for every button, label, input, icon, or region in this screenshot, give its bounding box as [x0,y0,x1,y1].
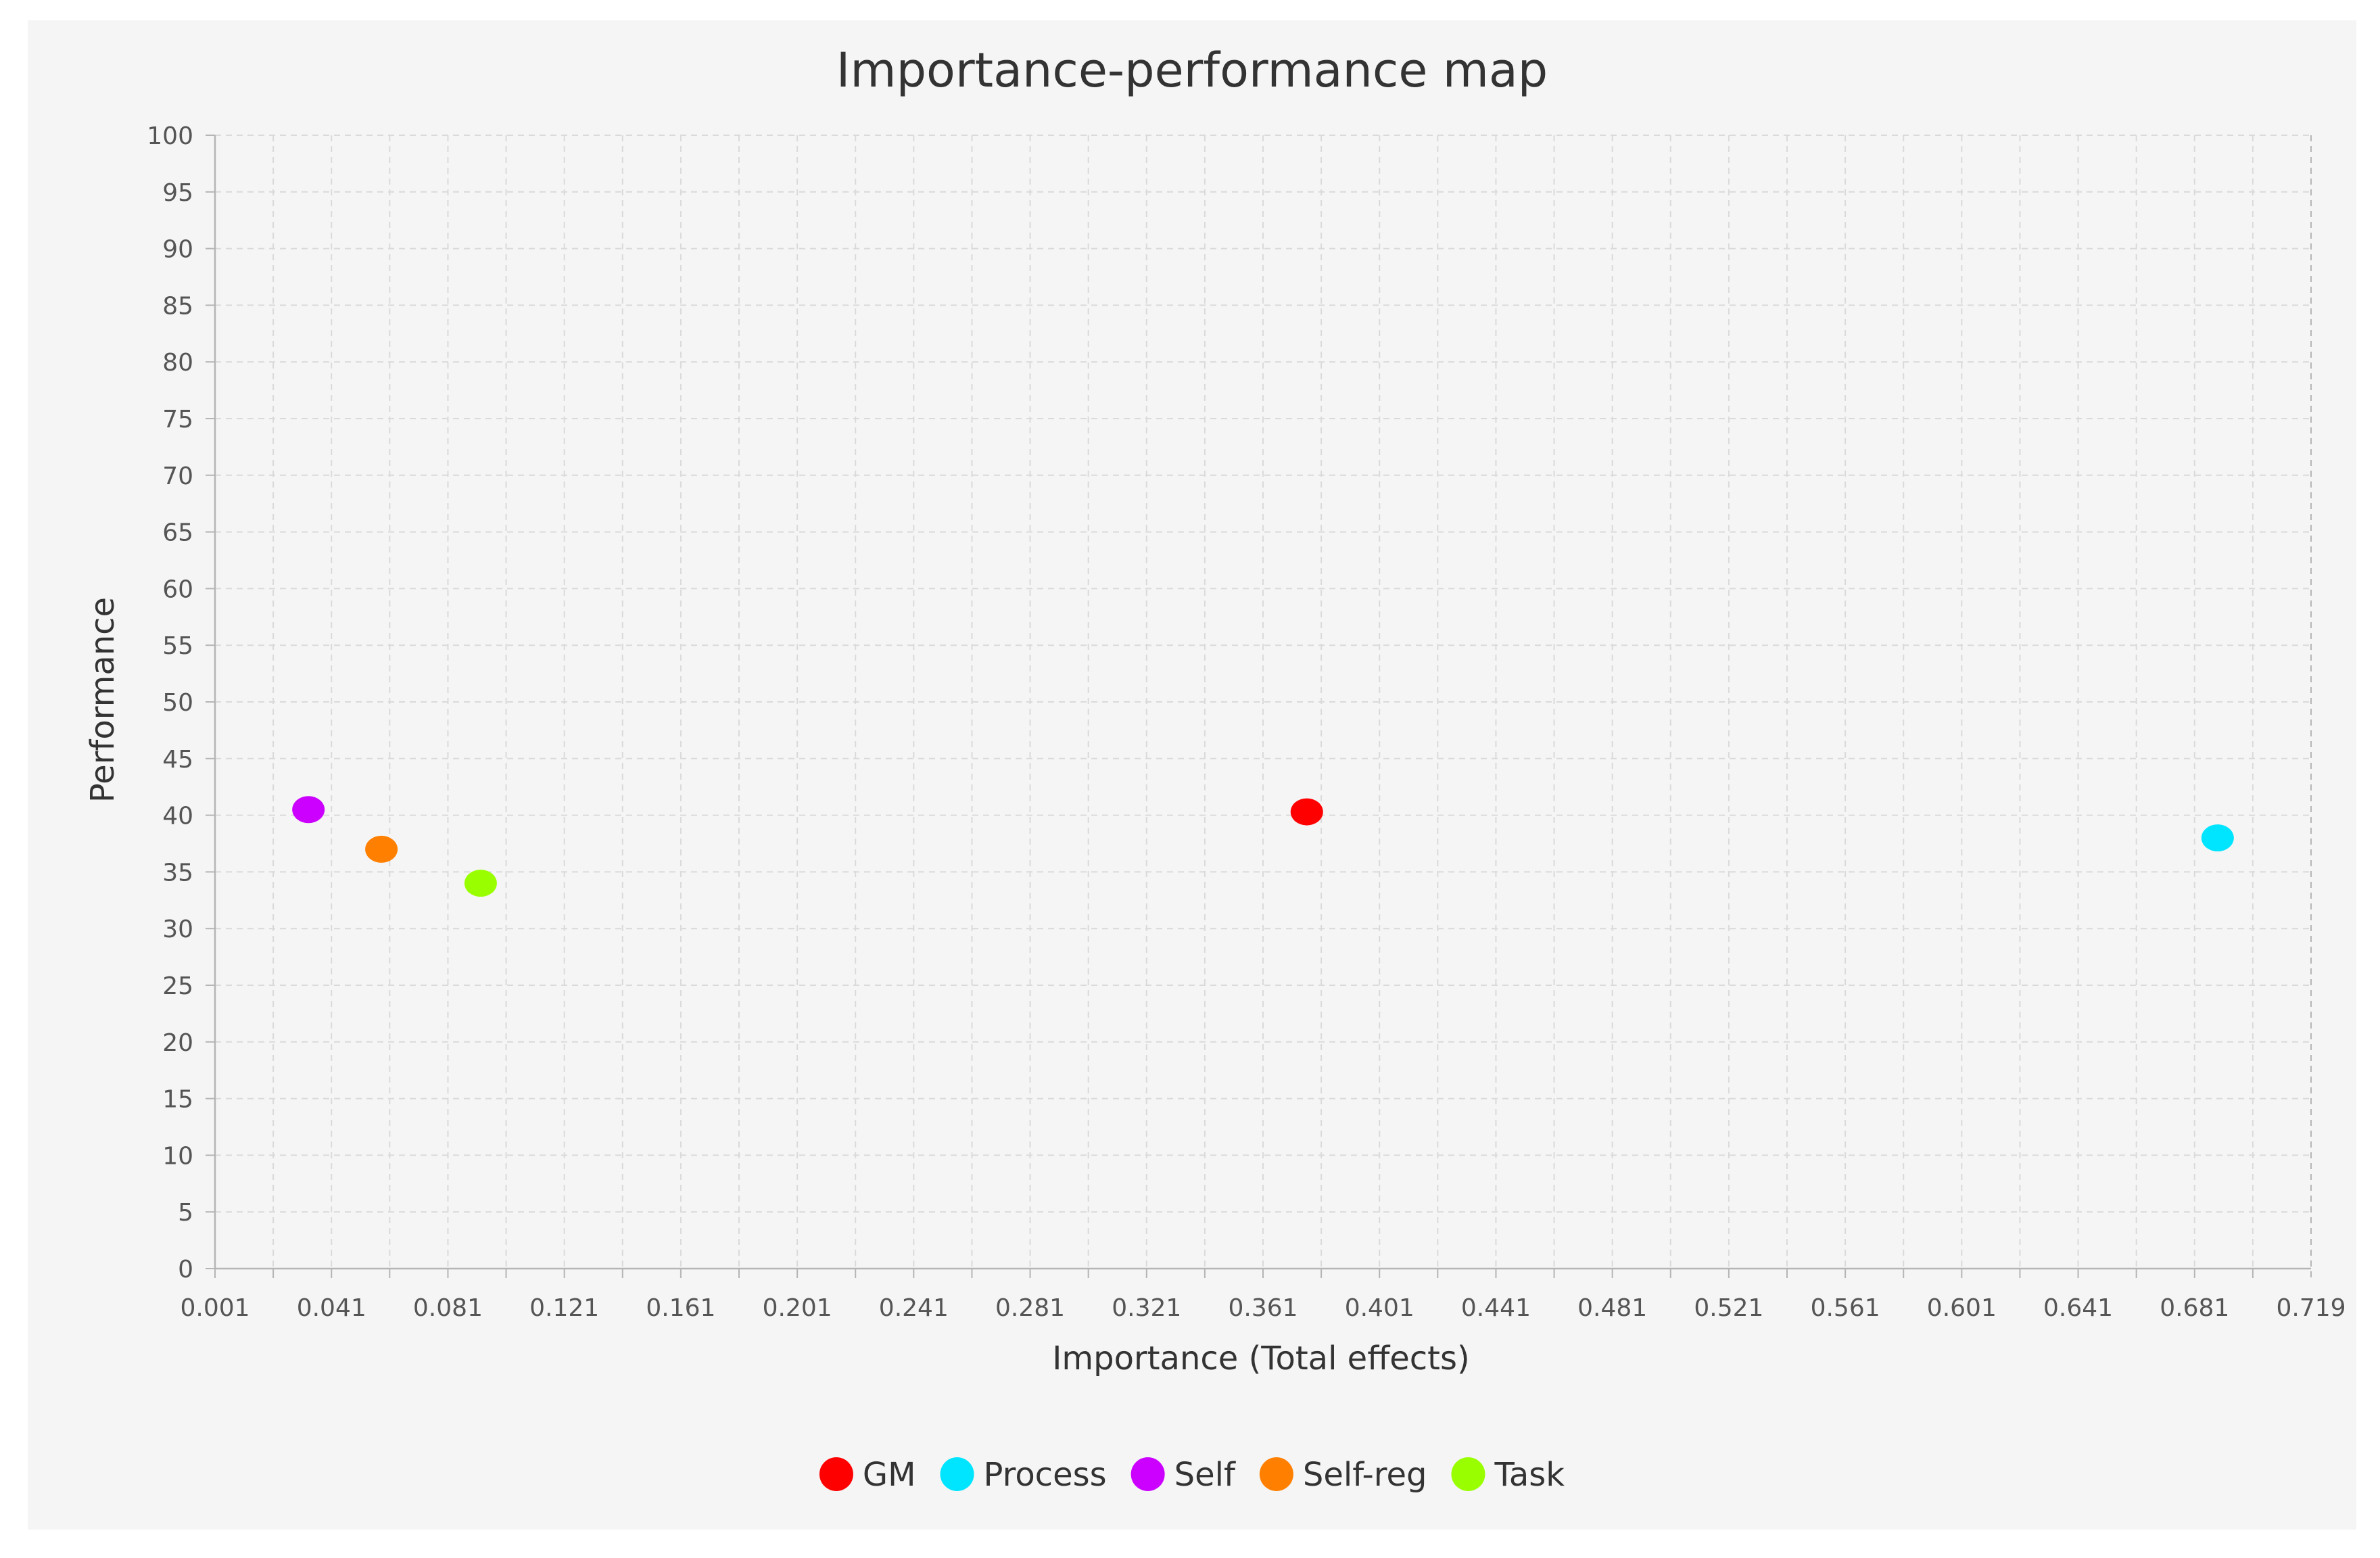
legend-marker-self-reg [1259,1457,1293,1491]
legend-item-task: Task [1451,1456,1565,1494]
x-tick-label: 0.001 [180,1294,249,1322]
y-tick-label: 95 [162,179,193,207]
y-tick-label: 85 [162,292,193,320]
legend-item-self-reg: Self-reg [1259,1456,1427,1494]
x-tick-label: 0.521 [1694,1294,1763,1322]
legend-marker-process [940,1457,974,1491]
x-tick-label: 0.601 [1927,1294,1997,1322]
y-tick-label: 70 [162,463,193,490]
x-tick-label: 0.481 [1577,1294,1647,1322]
y-axis-ticks: 0 5 10 15 20 25 30 35 40 45 50 55 60 65 70 75 80 85 90 95 10… [147,122,215,1283]
y-tick-label: 10 [162,1142,193,1170]
chart-title: Importance-performance map [836,43,1548,98]
chart-background [28,20,2356,1530]
y-tick-label: 0 [178,1256,193,1283]
legend-marker-self [1130,1457,1165,1491]
x-tick-label: 0.201 [763,1294,832,1322]
x-tick-label: 0.081 [413,1294,483,1322]
y-tick-label: 25 [162,972,193,1000]
y-tick-label: 5 [178,1199,193,1227]
x-tick-label: 0.441 [1461,1294,1531,1322]
grid-lines [214,135,2312,1278]
x-tick-label: 0.719 [2276,1294,2346,1322]
legend-label-process: Process [984,1456,1107,1494]
x-axis-label: Importance (Total effects) [1052,1340,1469,1377]
x-tick-label: 0.321 [1112,1294,1181,1322]
y-tick-label: 75 [162,406,193,433]
legend-label-gm: GM [863,1456,916,1494]
point-self [292,796,325,824]
legend: GM Process Self Self-reg Task [819,1456,1565,1494]
y-tick-label: 100 [147,122,193,150]
y-tick-label: 45 [162,746,193,774]
y-tick-label: 40 [162,803,193,830]
y-tick-label: 50 [162,689,193,717]
x-tick-label: 0.281 [995,1294,1065,1322]
legend-marker-task [1451,1457,1485,1491]
y-tick-label: 20 [162,1029,193,1057]
legend-item-gm: GM [819,1456,916,1494]
x-tick-label: 0.241 [879,1294,949,1322]
legend-label-task: Task [1494,1456,1565,1494]
legend-marker-gm [819,1457,853,1491]
y-tick-label: 30 [162,916,193,943]
point-process [2201,824,2234,852]
legend-item-self: Self [1130,1456,1236,1494]
point-task [464,870,497,897]
legend-label-self-reg: Self-reg [1303,1456,1427,1494]
x-tick-label: 0.641 [2043,1294,2113,1322]
y-axis-label: Performance [84,597,122,803]
y-tick-label: 55 [162,632,193,660]
point-self-reg [365,835,398,863]
y-tick-label: 65 [162,519,193,547]
x-tick-label: 0.361 [1228,1294,1298,1322]
legend-item-process: Process [940,1456,1107,1494]
data-points [292,796,2234,897]
x-tick-label: 0.401 [1345,1294,1414,1322]
x-tick-label: 0.121 [529,1294,599,1322]
y-tick-label: 90 [162,236,193,264]
x-axis-ticks: 0.001 0.041 0.081 0.121 0.161 0.201 0.241 0.281… [180,1269,2346,1322]
point-gm [1290,798,1323,826]
legend-label-self: Self [1174,1456,1236,1494]
y-tick-label: 80 [162,349,193,377]
x-tick-label: 0.161 [646,1294,715,1322]
x-tick-label: 0.041 [297,1294,366,1322]
y-tick-label: 60 [162,575,193,603]
y-tick-label: 35 [162,859,193,887]
y-tick-label: 15 [162,1086,193,1114]
x-tick-label: 0.681 [2160,1294,2229,1322]
x-tick-label: 0.561 [1811,1294,1880,1322]
